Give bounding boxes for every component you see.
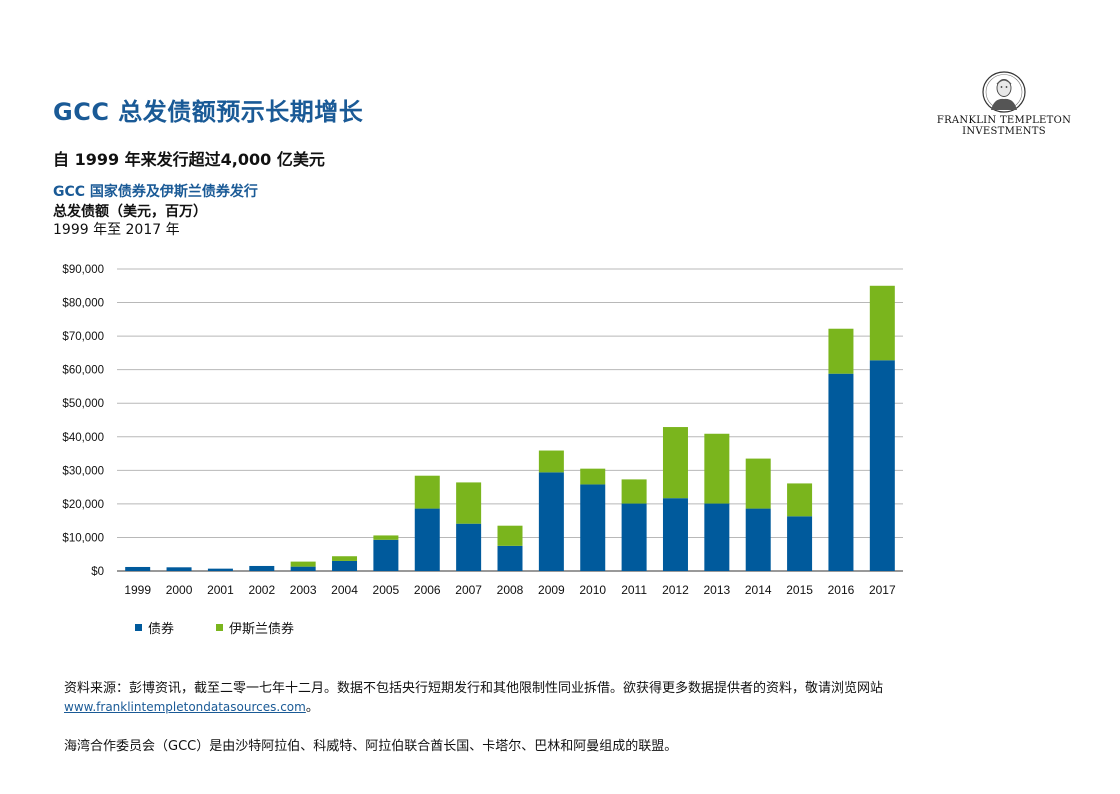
y-tick-label: $40,000 [62,432,104,444]
x-tick-label: 2010 [579,583,606,597]
bar-bonds [373,539,399,571]
bar-bonds [580,484,606,571]
legend-swatch-bonds [135,624,142,631]
x-tick-label: 2008 [497,583,524,597]
bar-sukuk [332,556,358,561]
gcc-definition-note: 海湾合作委员会（GCC）是由沙特阿拉伯、科威特、阿拉伯联合酋长国、卡塔尔、巴林和… [64,739,678,754]
x-tick-label: 2001 [207,583,234,597]
bar-sukuk [497,525,523,546]
franklin-templeton-logo: FRANKLIN TEMPLETON INVESTMENTS [930,70,1078,140]
legend-label-bonds: 债券 [148,622,175,637]
y-tick-label: $60,000 [62,365,104,377]
bar-sukuk [704,433,730,504]
y-tick-label: $30,000 [62,465,104,477]
bar-bonds [166,567,192,571]
x-tick-label: 2002 [248,583,275,597]
page-title: GCC 总发债额预示长期增长 [53,98,364,126]
bar-bonds [828,373,854,571]
bar-bonds [621,503,647,571]
y-tick-label: $10,000 [62,532,104,544]
x-tick-label: 1999 [124,583,151,597]
x-tick-label: 2009 [538,583,565,597]
x-tick-label: 2017 [869,583,896,597]
x-tick-label: 2007 [455,583,482,597]
x-tick-label: 2000 [166,583,193,597]
bar-bonds [497,545,523,571]
bar-sukuk [869,285,895,361]
source-text: 资料来源：彭博资讯，截至二零一七年十二月。数据不包括央行短期发行和其他限制性同业… [64,681,884,696]
legend-item-bonds: 债券 [135,618,174,637]
logo-text-line1: FRANKLIN TEMPLETON [936,115,1072,126]
legend-label-sukuk: 伊斯兰债券 [229,622,295,637]
x-tick-label: 2011 [621,583,647,597]
bar-bonds [414,508,440,571]
bond-issuance-chart: $0 $10,000 $20,000 $30,000 $40,000 $50,000 $60… [62,264,903,597]
bar-bonds [869,360,895,571]
x-tick-label: 2004 [331,583,358,597]
y-axis-label: 总发债额（美元，百万） [53,204,207,220]
bar-bonds [538,472,564,571]
bar-sukuk [373,535,399,540]
chart-title: GCC 国家债券及伊斯兰债券发行 [53,184,258,200]
x-tick-label: 2012 [662,583,689,597]
bar-bonds [704,503,730,571]
y-tick-label: $20,000 [62,499,104,511]
bar-sukuk [414,475,440,509]
legend-item-sukuk: 伊斯兰债券 [216,618,294,637]
bar-sukuk [290,561,316,567]
data-sources-link[interactable]: www.franklintempletondatasources.com [64,700,306,714]
x-tick-label: 2003 [290,583,317,597]
x-tick-label: 2015 [786,583,813,597]
bar-bonds [290,566,316,571]
period-label: 1999 年至 2017 年 [53,222,180,238]
logo-text-line2: INVESTMENTS [962,126,1046,137]
y-tick-label: $50,000 [62,398,104,410]
x-tick-label: 2005 [373,583,400,597]
bar-bonds [662,498,688,571]
page-subtitle: 自 1999 年来发行超过4,000 亿美元 [53,150,325,169]
bar-bonds [125,566,151,571]
x-tick-label: 2006 [414,583,441,597]
legend-swatch-sukuk [216,624,223,631]
x-tick-label: 2014 [745,583,772,597]
bar-bonds [207,568,233,571]
bar-bonds [745,508,771,571]
bar-sukuk [828,328,854,374]
y-tick-label: $80,000 [62,298,104,310]
bar-sukuk [538,450,564,473]
x-tick-label: 2016 [828,583,855,597]
bar-bonds [456,523,482,571]
y-tick-label: $0 [91,566,104,578]
bar-sukuk [621,479,647,504]
footnote-period: 。 [305,700,319,715]
bar-bonds [787,516,813,571]
bar-sukuk [787,483,813,517]
bar-sukuk [745,458,771,509]
bar-sukuk [456,482,482,524]
bar-bonds [332,560,358,571]
bar-sukuk [580,468,606,485]
bar-sukuk [662,427,688,499]
y-tick-label: $70,000 [62,331,104,343]
bar-bonds [249,565,275,571]
source-footnote: 资料来源：彭博资讯，截至二零一七年十二月。数据不包括央行短期发行和其他限制性同业… [64,679,1064,717]
x-tick-label: 2013 [703,583,730,597]
y-tick-label: $90,000 [62,264,104,276]
franklin-portrait-icon [982,71,1026,113]
